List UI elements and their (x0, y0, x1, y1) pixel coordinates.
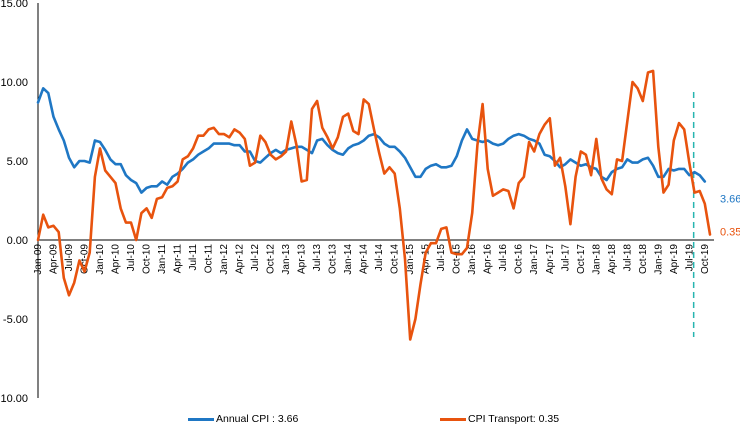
y-tick-label: 15.00 (0, 0, 28, 10)
x-tick-label: Jul-13 (312, 244, 323, 272)
x-tick-label: Apr-12 (235, 244, 246, 274)
y-tick-label: -10.00 (0, 393, 28, 405)
series-line-annual-cpi (36, 87, 707, 194)
x-tick-label: Jan-10 (95, 244, 106, 275)
x-tick-label: Apr-10 (111, 244, 122, 274)
x-tick-label: Jul-12 (250, 244, 261, 272)
x-tick-label: Jan-12 (219, 244, 230, 275)
legend-swatch-annual-cpi (188, 417, 214, 421)
x-tick-label: Jul-17 (560, 244, 571, 272)
y-tick-label: 0.00 (7, 235, 28, 247)
legend-swatch-cpi-transport (440, 417, 466, 421)
series-lines (36, 69, 712, 341)
legend-label-annual-cpi: Annual CPI : 3.66 (216, 413, 299, 425)
x-tick-label: Apr-14 (359, 244, 370, 274)
x-tick-label: Jan-09 (33, 244, 44, 275)
x-tick-label: Oct-19 (700, 244, 711, 274)
x-tick-label: Apr-11 (173, 244, 184, 274)
x-tick-label: Jan-15 (405, 244, 416, 275)
legend-item-annual-cpi: Annual CPI : 3.66 (188, 413, 298, 425)
legend-item-cpi-transport: CPI Transport: 0.35 (440, 413, 559, 425)
x-tick-label: Jul-11 (188, 244, 199, 271)
x-tick-label: Oct-16 (514, 244, 525, 274)
y-tick-label: 5.00 (7, 156, 28, 168)
x-tick-label: Oct-09 (80, 244, 91, 274)
x-tick-label: Jul-14 (374, 244, 385, 272)
x-tick-label: Jan-13 (281, 244, 292, 275)
x-tick-label: Jul-10 (126, 244, 137, 272)
x-tick-label: Apr-09 (49, 244, 60, 274)
y-tick-label: 10.00 (0, 77, 28, 89)
x-tick-label: Oct-10 (142, 244, 153, 274)
x-tick-label: Oct-14 (390, 244, 401, 274)
x-tick-label: Apr-16 (483, 244, 494, 274)
x-tick-label: Jul-16 (498, 244, 509, 272)
x-tick-label: Jul-19 (684, 244, 695, 272)
x-tick-label: Oct-18 (638, 244, 649, 274)
x-tick-label: Jan-11 (157, 244, 168, 274)
x-tick-label: Jan-19 (653, 244, 664, 275)
x-tick-label: Oct-13 (328, 244, 339, 274)
x-tick-label: Oct-15 (452, 244, 463, 274)
chart-axes (37, 3, 714, 398)
x-tick-label: Apr-18 (607, 244, 618, 274)
x-tick-label: Jan-18 (591, 244, 602, 275)
x-tick-label: Jan-14 (343, 244, 354, 275)
x-tick-label: Apr-15 (421, 244, 432, 274)
x-tick-label: Oct-17 (576, 244, 587, 274)
x-tick-label: Oct-12 (266, 244, 277, 274)
end-label-cpi-transport: 0.35 (720, 226, 740, 238)
x-tick-label: Oct-11 (204, 244, 215, 274)
x-tick-label: Jan-16 (467, 244, 478, 275)
series-end-labels: 3.66 0.35 (720, 194, 740, 239)
x-tick-label: Jul-09 (64, 244, 75, 272)
y-axis-ticks: 15.00 10.00 5.00 0.00 -5.00 -10.00 (0, 0, 28, 405)
legend: Annual CPI : 3.66 CPI Transport: 0.35 (0, 413, 740, 431)
end-label-annual-cpi: 3.66 (720, 194, 740, 206)
x-axis-ticks: Jan-09 Apr-09 Jul-09 Oct-09 Jan-10 Apr-10 Jul-… (33, 244, 711, 275)
x-tick-label: Jul-15 (436, 244, 447, 272)
x-tick-label: Apr-19 (669, 244, 680, 274)
x-tick-label: Apr-13 (297, 244, 308, 274)
series-line-cpi-transport (36, 69, 712, 341)
y-tick-label: -5.00 (3, 314, 28, 326)
legend-label-cpi-transport: CPI Transport: 0.35 (468, 413, 560, 425)
x-tick-label: Apr-17 (545, 244, 556, 274)
x-tick-label: Jan-17 (529, 244, 540, 275)
x-tick-label: Jul-18 (622, 244, 633, 272)
